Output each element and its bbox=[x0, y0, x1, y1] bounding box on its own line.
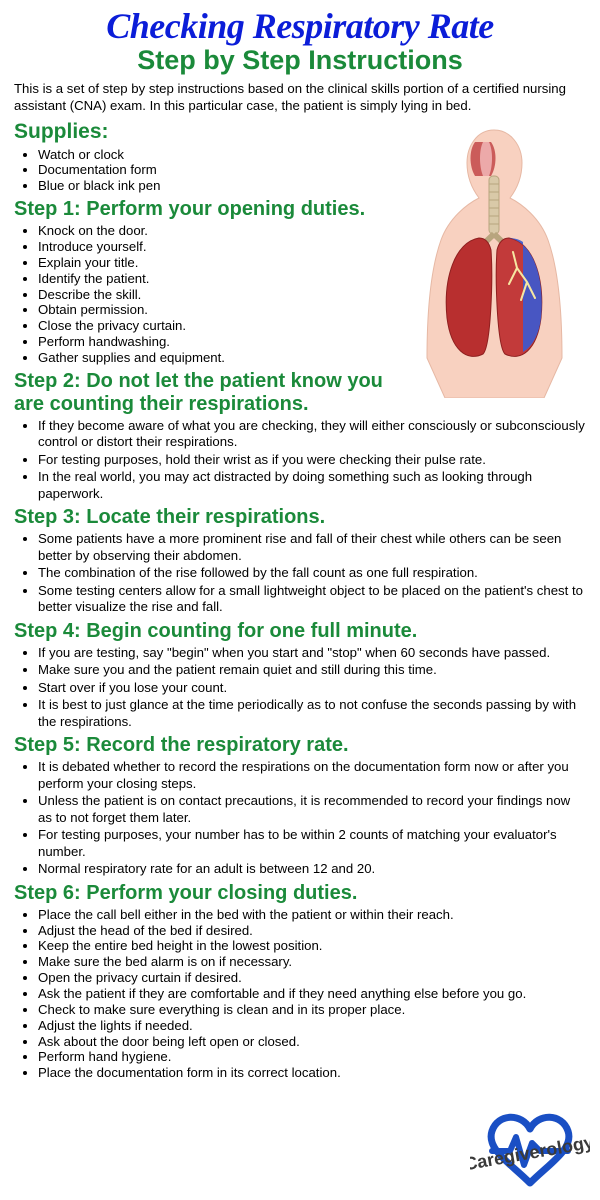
list-item: Describe the skill. bbox=[38, 287, 384, 303]
list-item: Adjust the head of the bed if desired. bbox=[38, 923, 586, 939]
list-item: Introduce yourself. bbox=[38, 239, 384, 255]
list-item: Place the call bell either in the bed wi… bbox=[38, 907, 586, 923]
page-title: Checking Respiratory Rate bbox=[14, 8, 586, 46]
respiratory-anatomy-illustration bbox=[397, 118, 592, 398]
list-item: Unless the patient is on contact precaut… bbox=[38, 793, 586, 826]
list-item: Watch or clock bbox=[38, 147, 384, 163]
step4-list: If you are testing, say "begin" when you… bbox=[14, 645, 586, 731]
list-item: Check to make sure everything is clean a… bbox=[38, 1002, 586, 1018]
list-item: Start over if you lose your count. bbox=[38, 680, 586, 697]
caregiverology-logo: Caregiverology bbox=[470, 1099, 590, 1194]
step2-heading: Step 2: Do not let the patient know you … bbox=[14, 370, 384, 416]
list-item: Documentation form bbox=[38, 162, 384, 178]
list-item: Open the privacy curtain if desired. bbox=[38, 970, 586, 986]
list-item: Place the documentation form in its corr… bbox=[38, 1065, 586, 1081]
list-item: Ask about the door being left open or cl… bbox=[38, 1034, 586, 1050]
step3-list: Some patients have a more prominent rise… bbox=[14, 531, 586, 616]
list-item: It is best to just glance at the time pe… bbox=[38, 697, 586, 730]
intro-text: This is a set of step by step instructio… bbox=[14, 81, 586, 114]
step4-heading: Step 4: Begin counting for one full minu… bbox=[14, 620, 586, 643]
supplies-list: Watch or clockDocumentation formBlue or … bbox=[14, 147, 384, 195]
list-item: Ask the patient if they are comfortable … bbox=[38, 986, 586, 1002]
list-item: The combination of the rise followed by … bbox=[38, 565, 586, 582]
list-item: It is debated whether to record the resp… bbox=[38, 759, 586, 792]
step5-heading: Step 5: Record the respiratory rate. bbox=[14, 734, 586, 757]
list-item: Some testing centers allow for a small l… bbox=[38, 583, 586, 616]
list-item: Gather supplies and equipment. bbox=[38, 350, 384, 366]
list-item: Adjust the lights if needed. bbox=[38, 1018, 586, 1034]
step6-list: Place the call bell either in the bed wi… bbox=[14, 907, 586, 1081]
step1-list: Knock on the door.Introduce yourself.Exp… bbox=[14, 223, 384, 366]
list-item: For testing purposes, hold their wrist a… bbox=[38, 452, 586, 469]
list-item: Make sure you and the patient remain qui… bbox=[38, 662, 586, 679]
list-item: Blue or black ink pen bbox=[38, 178, 384, 194]
step5-list: It is debated whether to record the resp… bbox=[14, 759, 586, 878]
list-item: In the real world, you may act distracte… bbox=[38, 469, 586, 502]
step2-list: If they become aware of what you are che… bbox=[14, 418, 586, 503]
step3-heading: Step 3: Locate their respirations. bbox=[14, 506, 586, 529]
list-item: If they become aware of what you are che… bbox=[38, 418, 586, 451]
list-item: Normal respiratory rate for an adult is … bbox=[38, 861, 586, 878]
page-subtitle: Step by Step Instructions bbox=[14, 46, 586, 76]
list-item: Some patients have a more prominent rise… bbox=[38, 531, 586, 564]
list-item: If you are testing, say "begin" when you… bbox=[38, 645, 586, 662]
list-item: Knock on the door. bbox=[38, 223, 384, 239]
step1-heading: Step 1: Perform your opening duties. bbox=[14, 198, 384, 221]
list-item: For testing purposes, your number has to… bbox=[38, 827, 586, 860]
list-item: Close the privacy curtain. bbox=[38, 318, 384, 334]
list-item: Identify the patient. bbox=[38, 271, 384, 287]
list-item: Explain your title. bbox=[38, 255, 384, 271]
step6-heading: Step 6: Perform your closing duties. bbox=[14, 882, 586, 905]
list-item: Obtain permission. bbox=[38, 302, 384, 318]
list-item: Perform handwashing. bbox=[38, 334, 384, 350]
list-item: Perform hand hygiene. bbox=[38, 1049, 586, 1065]
list-item: Keep the entire bed height in the lowest… bbox=[38, 938, 586, 954]
list-item: Make sure the bed alarm is on if necessa… bbox=[38, 954, 586, 970]
